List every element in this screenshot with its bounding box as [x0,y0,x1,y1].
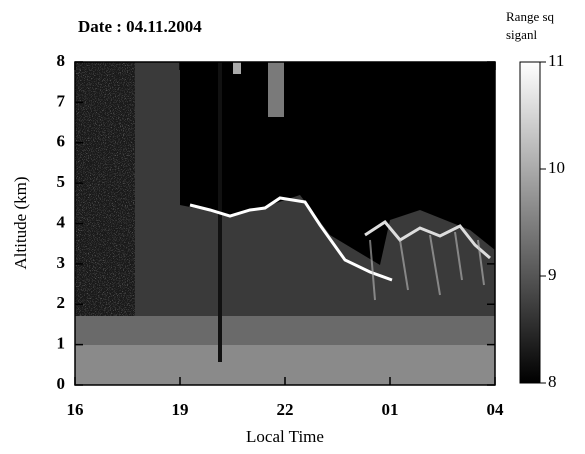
chart-title: Date : 04.11.2004 [78,17,202,36]
colorbar-label: Range sq siganl [506,9,555,42]
y-tick-label: 0 [57,374,66,393]
x-tick-label: 19 [172,400,189,419]
y-tick-label: 7 [57,91,66,110]
colorbar [519,61,541,384]
y-tick-label: 8 [57,51,66,70]
colorbar-tick-label: 8 [548,372,557,391]
y-tick-label: 5 [57,172,66,191]
x-tick-label: 01 [382,400,399,419]
x-tick-label: 04 [487,400,505,419]
cloud-fall [369,231,485,301]
lidar-image [75,62,495,385]
y-tick-label: 4 [57,212,66,231]
x-axis-label: Local Time [246,427,324,446]
y-tick-label: 1 [57,334,66,353]
streak [268,62,284,117]
y-tick-label: 6 [57,132,66,151]
colorbar-tick-label: 9 [548,265,557,284]
colorbar-tick-label: 11 [548,51,564,70]
y-tick-label: 3 [57,253,66,272]
aerosol-region [135,62,495,385]
cloud-layer [189,196,393,282]
streak [233,62,241,74]
cloud-layer [364,220,491,260]
y-axis-label: Altitude (km) [11,176,30,269]
colorbar-tick-label: 10 [548,158,565,177]
x-tick-label: 16 [67,400,84,419]
x-tick-label: 22 [277,400,294,419]
y-tick-label: 2 [57,293,66,312]
